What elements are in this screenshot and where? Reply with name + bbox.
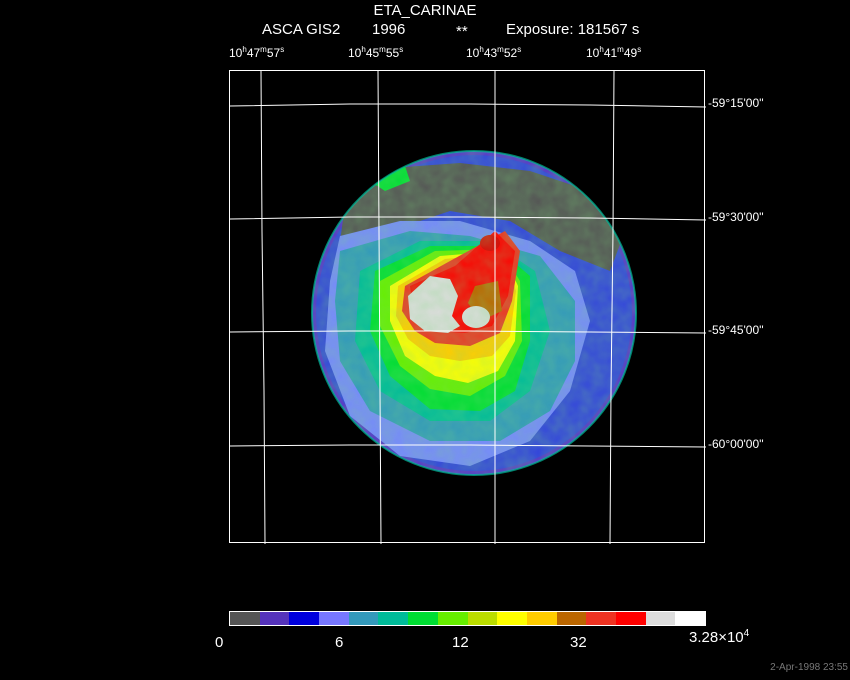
- colorbar-label-12: 12: [452, 634, 469, 651]
- exposure-label: Exposure: 181567 s: [506, 21, 640, 38]
- instrument-label: ASCA GIS2: [262, 21, 341, 38]
- colorbar-swatch-1: [259, 612, 290, 625]
- ra-label-3: 10h43m52s: [466, 45, 522, 60]
- dec-label-1: -59°15'00'': [708, 96, 764, 110]
- colorbar-label-max: 3.28×104: [689, 628, 750, 646]
- colorbar-label-min: 0: [215, 634, 224, 651]
- ra-label-2: 10h45m55s: [348, 45, 404, 60]
- colorbar-swatch-15: [675, 612, 705, 625]
- timestamp: 2-Apr-1998 23:55: [770, 662, 848, 673]
- colorbar-label-6: 6: [335, 634, 344, 651]
- colorbar-swatch-7: [437, 612, 468, 625]
- object-title: ETA_CARINAE: [373, 2, 477, 19]
- year-label: 1996: [372, 21, 406, 38]
- colorbar-swatch-9: [497, 612, 527, 625]
- dec-label-2: -59°30'00'': [708, 210, 764, 224]
- colorbar-swatch-4: [348, 612, 379, 625]
- colorbar-swatch-3: [319, 612, 349, 625]
- colorbar-swatch-12: [586, 612, 616, 625]
- marker-label: **: [456, 23, 468, 40]
- colorbar-swatch-0: [230, 612, 260, 625]
- colorbar-swatch-6: [408, 612, 438, 625]
- sky-image: [229, 70, 707, 545]
- colorbar-swatch-14: [645, 612, 676, 625]
- dec-label-4: -60°00'00'': [708, 437, 764, 451]
- coordinate-grid: [229, 70, 707, 545]
- dec-label-3: -59°45'00'': [708, 323, 764, 337]
- colorbar-swatch-10: [526, 612, 557, 625]
- colorbar-swatch-8: [467, 612, 498, 625]
- detector-field: [312, 151, 636, 475]
- colorbar-swatch-2: [289, 612, 320, 625]
- colorbar-swatch-11: [556, 612, 587, 625]
- colorbar-swatch-13: [615, 612, 646, 625]
- ra-label-4: 10h41m49s: [586, 45, 642, 60]
- sky-image-frame: [229, 70, 707, 545]
- colorbar: [229, 611, 706, 626]
- ra-label-1: 10h47m57s: [229, 45, 285, 60]
- colorbar-swatch-5: [378, 612, 409, 625]
- colorbar-label-32: 32: [570, 634, 587, 651]
